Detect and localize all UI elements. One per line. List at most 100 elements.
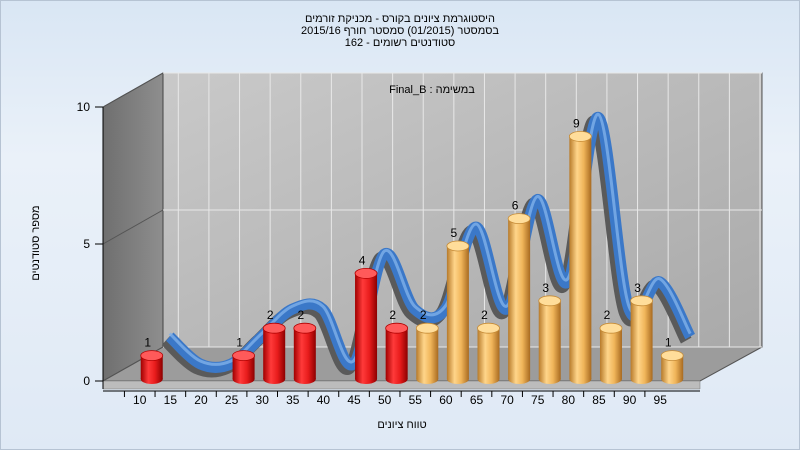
bar-top bbox=[140, 350, 164, 362]
bar-top bbox=[385, 322, 409, 334]
bar bbox=[293, 322, 317, 384]
data-label: 9 bbox=[573, 116, 580, 130]
bar-top bbox=[630, 295, 653, 307]
bar-body bbox=[661, 355, 684, 379]
bar-base bbox=[263, 374, 286, 384]
x-tick-label: 80 bbox=[562, 393, 576, 407]
bar-base bbox=[355, 374, 378, 384]
bar-base bbox=[416, 374, 439, 384]
bar-base bbox=[661, 374, 684, 384]
data-label: 2 bbox=[420, 308, 427, 322]
bar-base bbox=[538, 374, 561, 384]
data-label: 6 bbox=[512, 199, 519, 213]
data-label: 5 bbox=[451, 226, 458, 240]
x-tick-label: 60 bbox=[439, 393, 453, 407]
x-tick-label: 75 bbox=[531, 393, 545, 407]
bar-body bbox=[385, 328, 408, 379]
x-tick-label: 10 bbox=[133, 393, 147, 407]
bar-base bbox=[630, 374, 653, 384]
bar-base bbox=[599, 374, 622, 384]
bar-base bbox=[293, 374, 316, 384]
y-axis-label: מספר סטודנטים bbox=[30, 205, 42, 281]
bar-top bbox=[477, 322, 500, 334]
bar bbox=[507, 213, 531, 384]
x-axis-label: טווח ציונים bbox=[377, 419, 427, 431]
bar bbox=[262, 322, 286, 384]
y-tick-label: 10 bbox=[77, 100, 91, 114]
bar bbox=[232, 350, 255, 384]
bars bbox=[140, 130, 684, 384]
bar bbox=[477, 322, 500, 384]
x-tick-label: 95 bbox=[654, 393, 668, 407]
bar-body bbox=[599, 328, 622, 379]
bar-base bbox=[477, 374, 500, 384]
x-tick-label: 85 bbox=[592, 393, 606, 407]
bar-top bbox=[354, 267, 378, 279]
bar bbox=[385, 322, 409, 384]
data-label: 1 bbox=[236, 336, 243, 350]
bar bbox=[415, 322, 439, 384]
bar-top bbox=[446, 240, 470, 252]
chart-subtitle: Final_B : במשימה bbox=[389, 84, 475, 96]
x-tick-label: 20 bbox=[194, 393, 208, 407]
bar-base bbox=[232, 374, 255, 384]
x-tick-label: 45 bbox=[347, 393, 361, 407]
grid-line-side bbox=[102, 72, 164, 108]
data-label: 2 bbox=[267, 308, 274, 322]
y-tick-label: 0 bbox=[83, 374, 90, 388]
bar-top bbox=[415, 322, 439, 334]
bar bbox=[630, 295, 653, 384]
bar bbox=[538, 295, 562, 384]
bar-top bbox=[507, 213, 531, 225]
x-tick-label: 65 bbox=[470, 393, 484, 407]
bar-body bbox=[630, 300, 653, 379]
data-label: 1 bbox=[665, 336, 672, 350]
bar-body bbox=[446, 246, 469, 379]
bar-body bbox=[416, 328, 439, 379]
x-tick-label: 15 bbox=[164, 393, 178, 407]
bar-base bbox=[140, 374, 163, 384]
bar-body bbox=[140, 355, 163, 379]
data-labels: 1 1 2 2 4 2 2 5 2 6 3 9 2 3 1 bbox=[144, 116, 671, 349]
data-label: 3 bbox=[542, 281, 549, 295]
bar-base bbox=[385, 374, 408, 384]
y-tick-label: 5 bbox=[83, 237, 90, 251]
chart-title-line-2: בסמסטר (01/2015) סמסטר חורף 2015/16 bbox=[300, 25, 500, 37]
x-tick-label: 40 bbox=[317, 393, 331, 407]
bar bbox=[446, 240, 470, 384]
bar-top bbox=[538, 295, 562, 307]
data-label: 3 bbox=[634, 281, 641, 295]
bar bbox=[599, 322, 623, 384]
bar bbox=[660, 350, 684, 384]
bar-body bbox=[293, 328, 316, 379]
data-label: 2 bbox=[481, 308, 488, 322]
chart-title-line-1: היסטוגרמת ציונים בקורס - מכניקת זורמים bbox=[305, 13, 495, 25]
bar-body bbox=[263, 328, 286, 379]
x-tick-label: 55 bbox=[409, 393, 423, 407]
bar-base bbox=[569, 374, 592, 384]
data-label: 2 bbox=[389, 308, 396, 322]
x-tick-label: 25 bbox=[225, 393, 239, 407]
bar-top bbox=[293, 322, 317, 334]
x-tick-label: 50 bbox=[378, 393, 392, 407]
data-label: 2 bbox=[297, 308, 304, 322]
x-tick-label: 30 bbox=[256, 393, 270, 407]
bar bbox=[354, 267, 378, 384]
bar-body bbox=[508, 218, 531, 379]
bar-top bbox=[232, 350, 255, 362]
data-label: 1 bbox=[144, 336, 151, 350]
data-label: 2 bbox=[604, 308, 611, 322]
bar-top bbox=[660, 350, 684, 362]
bar-base bbox=[508, 374, 531, 384]
bar-top bbox=[262, 322, 286, 334]
grid-line-side bbox=[102, 209, 164, 245]
bar-top bbox=[568, 130, 592, 142]
bar-body bbox=[477, 328, 500, 379]
bar-top bbox=[599, 322, 623, 334]
bar-base bbox=[446, 374, 469, 384]
x-tick-label: 70 bbox=[500, 393, 514, 407]
chart-title-line-3: 162 - סטודנטים רשומים bbox=[344, 37, 456, 49]
bar-body bbox=[569, 136, 592, 379]
